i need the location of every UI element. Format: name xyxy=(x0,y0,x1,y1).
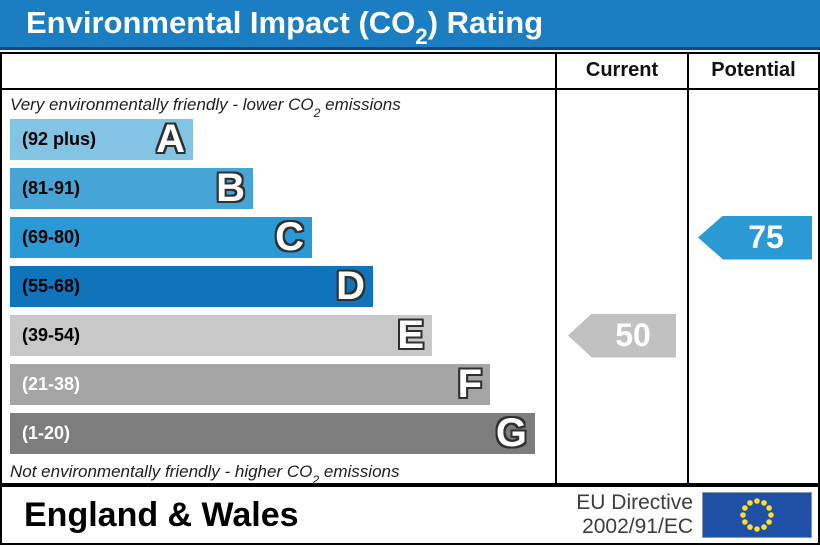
eu-directive-line1: EU Directive xyxy=(576,491,693,514)
band-range-label: (39-54) xyxy=(22,325,81,345)
band-letter: A xyxy=(156,117,185,161)
band-range-label: (69-80) xyxy=(22,227,81,247)
top-note-subscript: 2 xyxy=(313,105,321,120)
band-range-label: (81-91) xyxy=(22,178,81,198)
title-text-suffix: ) Rating xyxy=(427,5,544,40)
bottom-note-subscript: 2 xyxy=(312,472,320,487)
bottom-note-text: Not environmentally friendly - higher CO xyxy=(10,462,313,481)
footer-bar: England & Wales EU Directive 2002/91/EC xyxy=(0,485,820,545)
title-text: Environmental Impact (CO xyxy=(26,5,416,40)
table-body-row: Very environmentally friendly - lower CO… xyxy=(2,90,818,487)
eu-directive-text: EU Directive 2002/91/EC xyxy=(576,491,693,539)
bottom-note-text-suffix: emissions xyxy=(319,462,400,481)
band-letter: F xyxy=(457,362,482,406)
band-row-g: (1-20) G xyxy=(10,413,535,454)
eu-flag-stars xyxy=(740,498,774,532)
band-row-c: (69-80) C xyxy=(10,217,312,258)
top-note-text-suffix: emissions xyxy=(320,95,401,114)
page-title: Environmental Impact (CO2) Rating xyxy=(0,0,820,50)
band-row-d: (55-68) D xyxy=(10,266,373,307)
eu-directive-line2: 2002/91/EC xyxy=(582,515,693,538)
rating-table: Current Potential Very environmentally f… xyxy=(0,52,820,487)
current-value: 50 xyxy=(615,317,651,353)
band-letter: D xyxy=(336,264,365,308)
band-letter: E xyxy=(397,313,424,357)
region-label: England & Wales xyxy=(24,495,299,534)
band-range-label: (55-68) xyxy=(22,276,81,296)
band-list: (92 plus) A (81-91) B (69-80) C (55-68) … xyxy=(10,119,547,454)
top-note-text: Very environmentally friendly - lower CO xyxy=(10,95,314,114)
band-range-label: (92 plus) xyxy=(22,129,97,149)
top-note: Very environmentally friendly - lower CO… xyxy=(10,95,547,120)
band-letter: B xyxy=(216,166,245,210)
table-header-row: Current Potential xyxy=(2,54,818,90)
band-row-e: (39-54) E xyxy=(10,315,432,356)
header-spacer xyxy=(2,54,555,88)
band-row-a: (92 plus) A xyxy=(10,119,193,160)
current-rating-column: 50 xyxy=(555,90,687,484)
column-header-current: Current xyxy=(555,54,687,88)
potential-value: 75 xyxy=(748,219,784,255)
band-range-label: (1-20) xyxy=(22,423,71,443)
band-letter: C xyxy=(275,215,304,259)
band-row-f: (21-38) F xyxy=(10,364,490,405)
bottom-note: Not environmentally friendly - higher CO… xyxy=(10,462,547,487)
band-chart-area: Very environmentally friendly - lower CO… xyxy=(2,90,555,487)
potential-rating-column: 75 xyxy=(687,90,818,484)
band-letter: G xyxy=(495,411,527,455)
eu-flag-icon xyxy=(702,492,812,538)
column-header-potential: Potential xyxy=(687,54,818,88)
band-row-b: (81-91) B xyxy=(10,168,253,209)
potential-arrow: 75 xyxy=(698,215,812,260)
title-subscript: 2 xyxy=(415,24,428,50)
band-range-label: (21-38) xyxy=(22,374,81,394)
current-arrow: 50 xyxy=(568,313,676,358)
